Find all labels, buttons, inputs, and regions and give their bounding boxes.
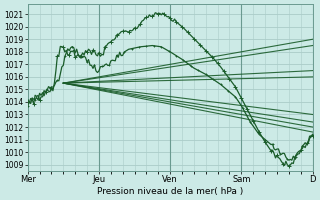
X-axis label: Pression niveau de la mer( hPa ): Pression niveau de la mer( hPa ) xyxy=(97,187,243,196)
